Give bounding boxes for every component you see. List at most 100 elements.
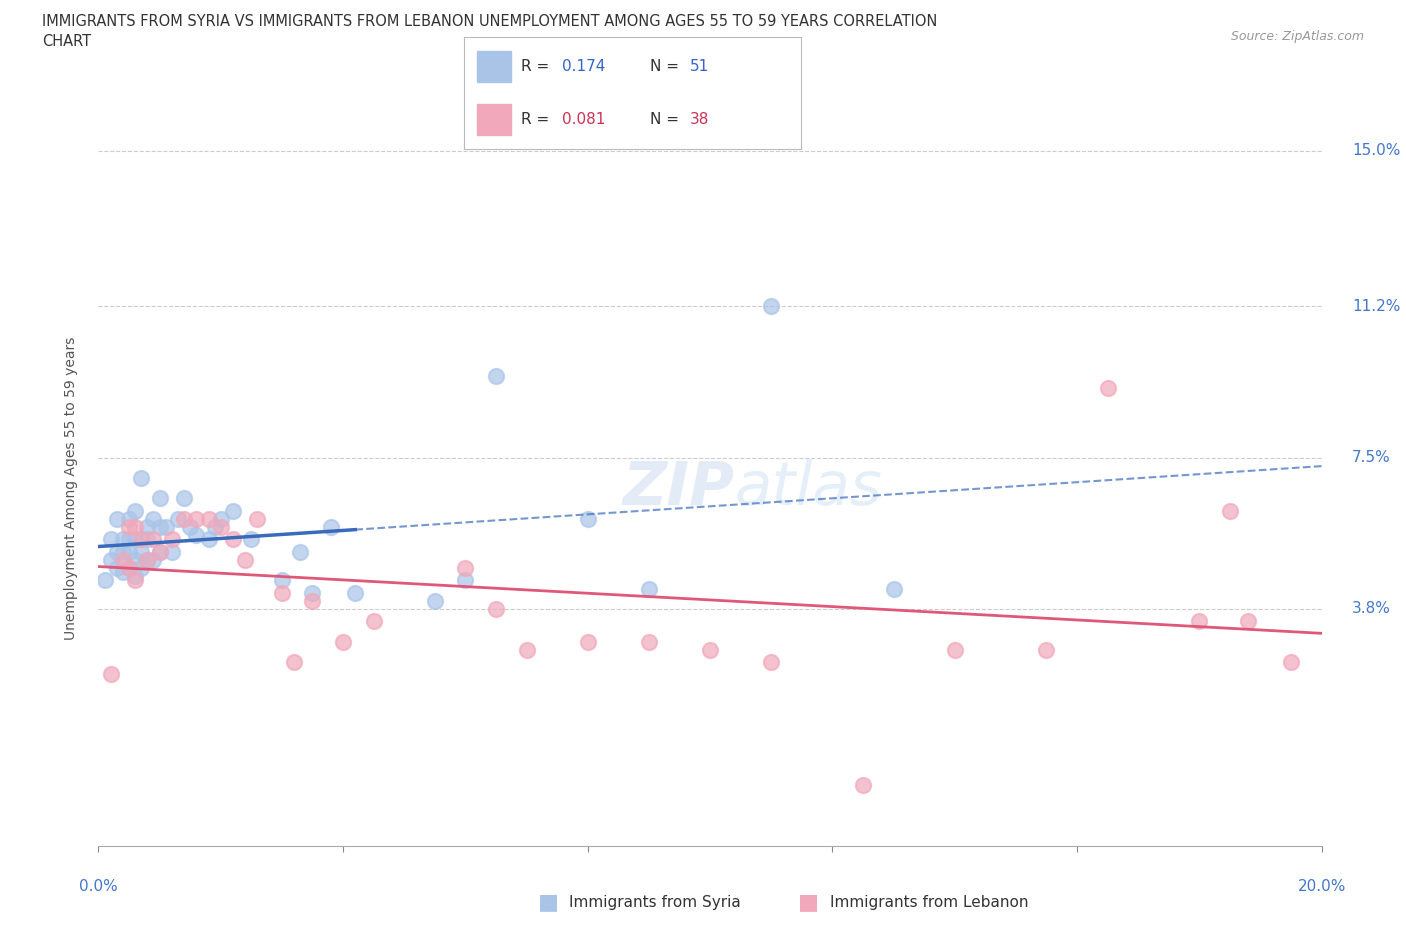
Point (576, 512, 599, 526)
Point (136, 532, 159, 547)
Point (118, 544, 141, 559)
Point (136, 552, 159, 567)
Point (233, 552, 256, 567)
Point (1237, 614, 1260, 629)
Text: N =: N = (650, 113, 679, 127)
Point (149, 544, 172, 559)
Point (179, 520, 201, 535)
Point (344, 585, 367, 600)
Point (943, 643, 966, 658)
Point (485, 368, 508, 383)
Point (142, 552, 165, 567)
Point (142, 512, 165, 526)
Point (124, 569, 146, 584)
Point (129, 561, 152, 576)
Point (290, 544, 312, 559)
Text: Immigrants from Syria: Immigrants from Syria (569, 895, 741, 910)
Y-axis label: Unemployment Among Ages 55 to 59 years: Unemployment Among Ages 55 to 59 years (63, 337, 77, 640)
Point (129, 532, 152, 547)
Point (222, 532, 245, 547)
Point (1188, 614, 1211, 629)
Point (105, 512, 128, 526)
Point (270, 585, 292, 600)
Point (124, 532, 146, 547)
Point (136, 520, 159, 535)
Point (167, 512, 190, 526)
Point (516, 643, 538, 658)
Text: 51: 51 (690, 59, 709, 73)
Point (105, 561, 128, 576)
Point (173, 491, 195, 506)
Point (118, 512, 141, 526)
Point (485, 602, 508, 617)
Point (222, 503, 245, 518)
Point (637, 581, 661, 596)
Point (883, 581, 905, 596)
Point (100, 532, 122, 547)
Point (209, 520, 232, 535)
Point (1035, 643, 1057, 658)
Point (423, 593, 446, 608)
Text: Source: ZipAtlas.com: Source: ZipAtlas.com (1230, 30, 1364, 43)
Point (118, 532, 141, 547)
Point (160, 544, 183, 559)
Point (142, 532, 165, 547)
Point (173, 512, 195, 526)
Text: 11.2%: 11.2% (1353, 299, 1400, 313)
Text: atlas: atlas (734, 458, 883, 518)
Point (1097, 380, 1119, 395)
Point (204, 520, 226, 535)
Point (111, 552, 134, 567)
Point (100, 552, 122, 567)
Point (197, 512, 219, 526)
Text: R =: R = (522, 113, 550, 127)
Point (111, 532, 134, 547)
Text: ■: ■ (799, 892, 818, 912)
Point (1219, 503, 1241, 518)
Point (454, 573, 477, 588)
Point (1279, 655, 1302, 670)
Point (124, 503, 146, 518)
Text: 38: 38 (690, 113, 710, 127)
Point (363, 614, 385, 629)
Point (118, 520, 141, 535)
Point (759, 655, 782, 670)
Point (186, 512, 208, 526)
Text: 7.5%: 7.5% (1353, 450, 1391, 465)
FancyBboxPatch shape (478, 104, 512, 136)
Text: CHART: CHART (42, 34, 91, 49)
Point (197, 532, 219, 547)
Point (93, 573, 115, 588)
Point (301, 593, 323, 608)
Point (240, 532, 263, 547)
Point (699, 643, 721, 658)
Text: 15.0%: 15.0% (1353, 143, 1400, 158)
Point (129, 544, 152, 559)
Text: ■: ■ (538, 892, 558, 912)
Point (759, 299, 782, 313)
Point (637, 634, 661, 649)
Point (209, 512, 232, 526)
Point (576, 634, 599, 649)
Point (124, 552, 146, 567)
Point (319, 520, 342, 535)
Text: IMMIGRANTS FROM SYRIA VS IMMIGRANTS FROM LEBANON UNEMPLOYMENT AMONG AGES 55 TO 5: IMMIGRANTS FROM SYRIA VS IMMIGRANTS FROM… (42, 14, 938, 29)
Point (301, 585, 323, 600)
Text: 0.081: 0.081 (562, 113, 605, 127)
Point (124, 520, 146, 535)
Text: R =: R = (522, 59, 550, 73)
Point (332, 634, 354, 649)
Point (149, 491, 172, 506)
Point (136, 552, 159, 567)
Point (454, 561, 477, 576)
FancyBboxPatch shape (478, 50, 512, 82)
Point (149, 544, 172, 559)
Point (129, 471, 152, 485)
Point (186, 528, 208, 543)
Point (111, 565, 134, 579)
Text: 3.8%: 3.8% (1353, 602, 1391, 617)
Text: 0.174: 0.174 (562, 59, 605, 73)
Point (246, 512, 269, 526)
Point (111, 544, 134, 559)
Point (118, 561, 141, 576)
